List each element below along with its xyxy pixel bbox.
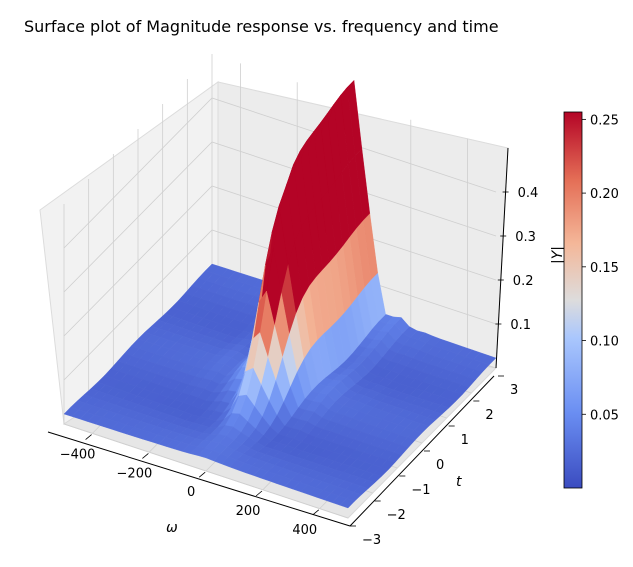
z-gridline (63, 97, 497, 249)
colorbar: 0.05 0.10 0.15 0.20 0.25 (563, 111, 619, 489)
colorbar-tick-label: 0.05 (590, 408, 619, 423)
x-tick-label: 400 (292, 523, 317, 538)
z-axis-line (495, 147, 509, 369)
y-tick-label: 0 (436, 458, 444, 473)
x-tick-label: −200 (117, 466, 153, 481)
x-tick-mark (198, 471, 206, 478)
z-ticks: 0.1 0.2 0.3 0.4 (495, 186, 538, 333)
x-tick-mark (142, 453, 149, 459)
x-tick-mark (312, 509, 320, 516)
z-tick-label: 0.3 (515, 230, 536, 245)
colorbar-tick-label: 0.25 (590, 113, 619, 128)
surface (63, 79, 497, 509)
y-tick-label: −3 (362, 533, 381, 548)
colorbar-ticks: 0.05 0.10 0.15 0.20 0.25 (582, 113, 619, 423)
x-axis-label: ω (166, 520, 178, 536)
surface-facet (63, 406, 79, 417)
x-tick-label: 200 (236, 504, 261, 519)
x-ticks: −400 −200 0 200 400 (60, 434, 320, 538)
z-gridline (63, 185, 497, 337)
x-tick-mark (255, 490, 263, 497)
y-tick-label: −2 (387, 508, 406, 523)
y-gridline (63, 423, 349, 519)
colorbar-gradient (563, 111, 583, 489)
colorbar-tick-label: 0.15 (590, 261, 619, 276)
y-tick-label: 2 (485, 408, 493, 423)
y-tick-label: −1 (411, 483, 430, 498)
x-tick-mark (85, 434, 92, 440)
z-axis-label: |Y| (550, 246, 566, 264)
z-gridline (63, 141, 497, 293)
colorbar-tick-label: 0.20 (590, 187, 619, 202)
y-axis-line (349, 375, 495, 527)
x-tick-label: −400 (60, 448, 96, 463)
colorbar-tick-label: 0.10 (590, 335, 619, 350)
chart-title: Surface plot of Magnitude response vs. f… (24, 17, 499, 36)
z-tick-label: 0.2 (513, 274, 534, 289)
z-tick-label: 0.4 (518, 186, 539, 201)
x-tick-label: 0 (187, 485, 195, 500)
z-tick-label: 0.1 (510, 318, 531, 333)
y-tick-label: 1 (461, 433, 469, 448)
y-tick-label: 3 (510, 383, 518, 398)
x-axis-line (47, 431, 351, 527)
y-axis-label: t (456, 474, 462, 490)
y-ticks: −3 −2 −1 0 1 2 3 (350, 375, 518, 548)
z-gridline (63, 229, 497, 381)
